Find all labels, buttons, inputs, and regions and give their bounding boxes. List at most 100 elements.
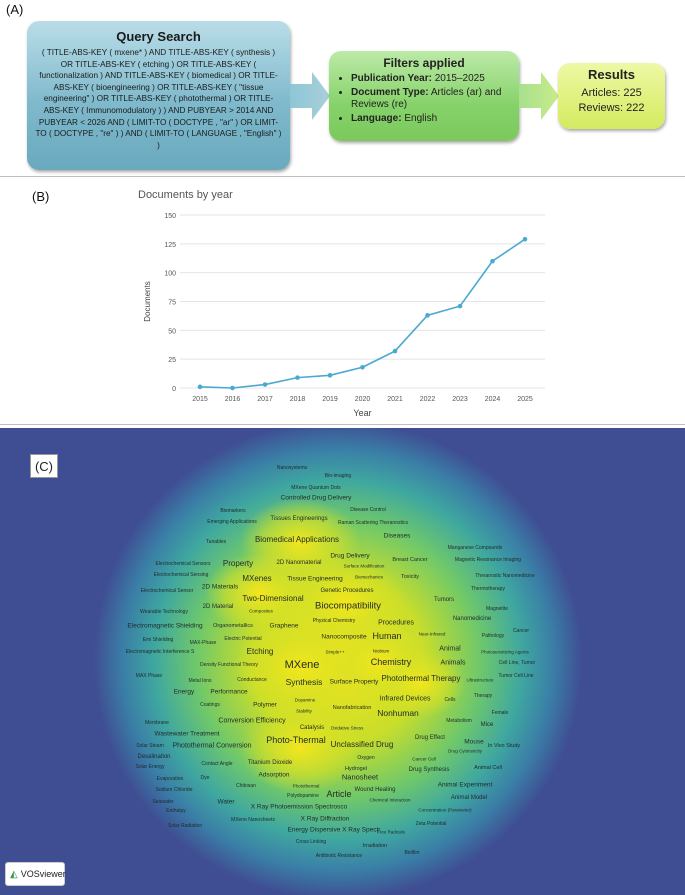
keyword-label: Antibiotic Resistance xyxy=(316,853,363,859)
keyword-label: Magnetic Resonance Imaging xyxy=(455,557,521,563)
keyword-label: 2D Nanomaterial xyxy=(276,560,321,566)
query-search-box: Query Search ( TITLE-ABS-KEY ( mxene* ) … xyxy=(27,21,290,170)
keyword-label: Photothermal Conversion xyxy=(173,742,252,749)
keyword-label: Catalysis xyxy=(300,725,324,731)
x-tick-label: 2018 xyxy=(290,396,306,403)
keyword-label: Emerging Applications xyxy=(207,519,257,525)
keyword-label: Polydopamine xyxy=(287,793,319,799)
keyword-label: Conductance xyxy=(237,677,267,683)
data-point xyxy=(230,385,235,391)
keyword-label: 2D Material xyxy=(203,604,234,610)
keyword-label: Animals xyxy=(441,659,466,666)
filters-title: Filters applied xyxy=(383,56,465,70)
keyword-label: Seawater xyxy=(152,799,173,805)
keyword-label: Raman Scattering Theranostics xyxy=(338,520,408,526)
results-box: Results Articles: 225 Reviews: 222 xyxy=(558,63,665,129)
y-tick-label: 75 xyxy=(168,300,176,307)
data-point xyxy=(392,348,398,354)
filter-item: Publication Year: 2015–2025 xyxy=(351,73,511,86)
keyword-label: Tunables xyxy=(206,539,227,545)
keyword-label: Water xyxy=(217,798,235,805)
keyword-label: Organometallics xyxy=(213,623,253,629)
divider-a-b xyxy=(0,176,685,177)
query-search-title: Query Search xyxy=(116,29,201,44)
results-articles: Articles: 225 xyxy=(581,87,642,99)
keyword-label: Human xyxy=(372,631,401,641)
keyword-label: X Ray Photoemission Spectrosco xyxy=(251,803,348,810)
keyword-label: Article xyxy=(326,789,351,799)
keyword-label: Electromagnetic Shielding xyxy=(127,622,203,629)
x-tick-label: 2015 xyxy=(192,396,208,403)
keyword-label: Emi Shielding xyxy=(143,637,174,643)
documents-by-year-chart: Documents by year 0 25 50 75 100 125 150 2015 201… xyxy=(138,189,545,418)
keyword-label: Mouse xyxy=(464,738,484,745)
keyword-label: Animal xyxy=(439,645,461,652)
keyword-label: Cancer xyxy=(513,628,529,634)
keyword-label: Polymer xyxy=(253,701,278,708)
keyword-label: Therapy xyxy=(474,693,493,699)
keyword-label: Tissues Engineerings xyxy=(270,516,327,522)
keyword-label: Energy Dispersive X Ray Spectr xyxy=(288,826,382,833)
keyword-label: Surface Modification xyxy=(344,564,385,569)
arrow-filters-to-results xyxy=(519,72,559,120)
y-tick-label: 0 xyxy=(172,386,176,393)
keyword-label: Metal Ions xyxy=(188,678,212,684)
keyword-label: Wound Healing xyxy=(355,787,396,793)
x-tick-label: 2020 xyxy=(355,396,371,403)
divider-b-c xyxy=(0,424,685,425)
keyword-label: Cells xyxy=(444,697,456,703)
data-point xyxy=(295,375,300,380)
y-tick-label: 125 xyxy=(164,242,176,249)
keyword-label: Animal Model xyxy=(451,795,487,801)
keyword-label: Cell Line, Tumor xyxy=(499,660,536,666)
keyword-label: Adsorption xyxy=(258,771,289,778)
keyword-label: Hydrogel xyxy=(345,766,367,772)
keyword-label: Chemistry xyxy=(371,657,412,667)
keyword-label: Animal Experiment xyxy=(438,781,493,788)
keyword-label: Property xyxy=(223,559,253,568)
keyword-label: Photo-Thermal xyxy=(266,735,326,745)
keyword-label: Magnetite xyxy=(486,606,508,612)
keyword-label: Evaporation xyxy=(157,776,184,782)
keyword-label: Thermotherapy xyxy=(471,586,505,592)
keyword-label: Sodium Chloride xyxy=(156,787,193,793)
keyword-label: MXene Nanosheets xyxy=(231,817,275,823)
results-reviews: Reviews: 222 xyxy=(578,102,645,114)
keyword-label: Drug Effect xyxy=(415,735,445,741)
keyword-label: Solar Steam xyxy=(136,743,164,749)
keyword-label: Oxygen xyxy=(357,755,374,761)
keyword-label: Electrochemical Sensors xyxy=(155,561,211,567)
data-point xyxy=(425,313,430,318)
keyword-label: Contact Angle xyxy=(201,761,232,767)
keyword-label: Photosensitizing Agents xyxy=(481,650,530,655)
keyword-label: Tissue Engineering xyxy=(287,575,343,582)
y-tick-label: 50 xyxy=(168,328,176,335)
keyword-label: Solar Energy xyxy=(136,764,165,770)
keyword-label: Irradiation xyxy=(363,843,387,849)
vosviewer-logo-icon: ◭ xyxy=(10,868,18,880)
keyword-label: Disease Control xyxy=(350,507,386,513)
arrow-query-to-filters xyxy=(290,72,330,120)
keyword-label: Unclassified Drug xyxy=(331,740,394,749)
keyword-label: Photothermal Therapy xyxy=(381,674,460,683)
keyword-label: Nanocomposite xyxy=(321,633,367,640)
x-tick-label: 2022 xyxy=(420,396,436,403)
data-point xyxy=(490,258,495,264)
vosviewer-density-map: Nanosystems Bio-imaging MXene Quantum Dots… xyxy=(0,428,685,895)
data-point xyxy=(262,382,268,387)
keyword-label: Concentration (Parameter) xyxy=(418,808,472,813)
keyword-label: Tumor Cell Line xyxy=(498,673,533,679)
vosviewer-logo-text: VOSviewer xyxy=(20,869,66,879)
keyword-label: Controlled Drug Delivery xyxy=(281,494,353,501)
keyword-label: Genetic Procedures xyxy=(320,588,373,594)
keyword-label: Graphene xyxy=(270,622,299,629)
keyword-label: Diseases xyxy=(384,532,411,539)
keyword-label: Desalination xyxy=(137,754,170,760)
keyword-label: Biofilm xyxy=(404,850,419,856)
keyword-label: Tumors xyxy=(434,597,454,603)
keyword-label: Pathology xyxy=(482,633,505,639)
keyword-label: Theranostic Nanomedicine xyxy=(475,573,535,579)
keyword-label: Manganese Compounds xyxy=(448,545,503,551)
filters-box: Filters applied Publication Year: 2015–2… xyxy=(329,51,519,141)
x-axis-label: Year xyxy=(353,408,371,418)
